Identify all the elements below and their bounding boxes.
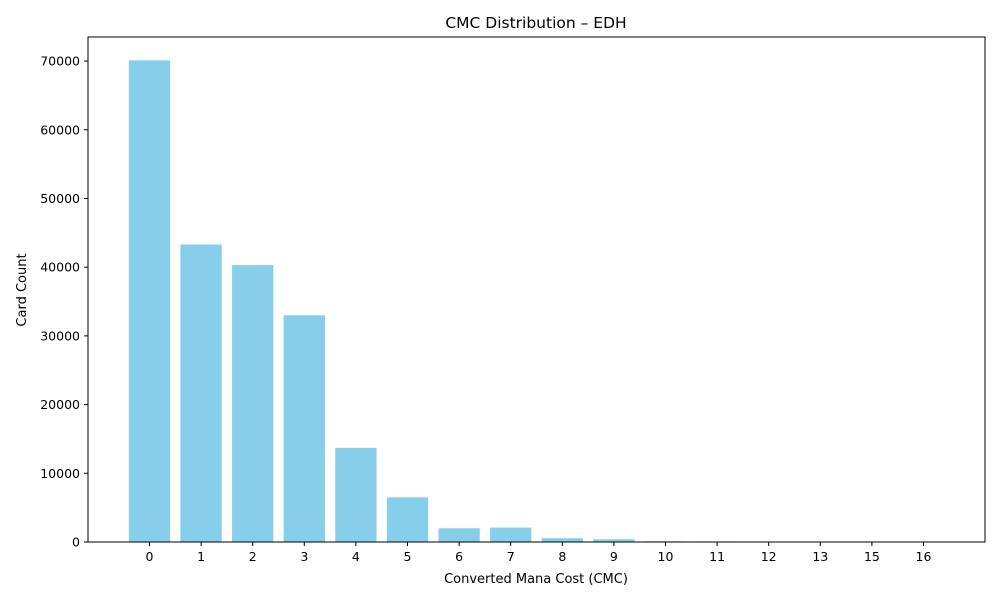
y-tick-label: 20000 (40, 397, 80, 412)
x-tick-label: 10 (658, 549, 674, 564)
y-tick-label: 10000 (40, 466, 80, 481)
chart-title: CMC Distribution – EDH (445, 14, 626, 32)
y-tick-label: 70000 (40, 54, 80, 69)
bar-cmc-2 (232, 265, 274, 542)
bars-group (128, 60, 945, 543)
x-axis-label: Converted Mana Cost (CMC) (444, 572, 628, 587)
y-axis-label: Card Count (15, 253, 30, 326)
y-tick-label: 0 (72, 535, 80, 550)
bar-cmc-3 (283, 315, 325, 542)
bar-cmc-4 (335, 447, 377, 542)
x-tick-label: 5 (404, 549, 412, 564)
x-tick-label: 2 (249, 549, 257, 564)
x-tick-label: 9 (610, 549, 618, 564)
bar-cmc-8 (541, 538, 583, 542)
x-tick-label: 13 (812, 549, 828, 564)
x-tick-label: 0 (146, 549, 154, 564)
bar-cmc-5 (386, 497, 429, 542)
x-tick-label: 16 (916, 549, 932, 564)
x-tick-label: 11 (709, 549, 725, 564)
bar-cmc-1 (180, 244, 222, 543)
bar-cmc-0 (128, 60, 171, 543)
y-tick-label: 60000 (40, 122, 80, 137)
x-tick-label: 1 (197, 549, 205, 564)
y-tick-label: 40000 (40, 260, 80, 275)
x-tick-label: 4 (352, 549, 360, 564)
x-axis-ticks: 0 1 2 3 4 5 6 7 8 9 10 11 12 13 15 16 (146, 542, 932, 564)
y-tick-label: 30000 (40, 328, 80, 343)
bar-cmc-7 (490, 527, 532, 542)
x-tick-label: 15 (864, 549, 880, 564)
x-tick-label: 8 (558, 549, 566, 564)
x-tick-label: 7 (507, 549, 515, 564)
bar-cmc-6 (438, 528, 480, 542)
x-tick-label: 6 (455, 549, 463, 564)
y-axis-ticks: 0 10000 20000 30000 40000 50000 60000 70000 (40, 54, 88, 550)
x-tick-label: 12 (761, 549, 777, 564)
plot-frame (87, 36, 986, 543)
bar-cmc-9 (593, 539, 635, 542)
x-tick-label: 3 (300, 549, 308, 564)
y-tick-label: 50000 (40, 191, 80, 206)
